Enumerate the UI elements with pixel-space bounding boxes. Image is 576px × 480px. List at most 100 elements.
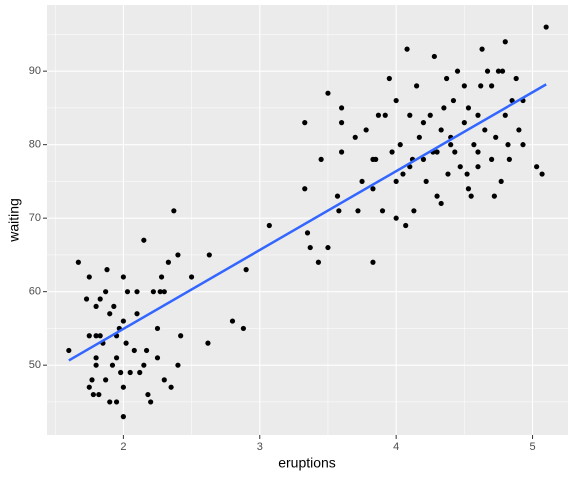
point <box>441 105 447 111</box>
point <box>141 237 147 243</box>
point <box>157 289 163 295</box>
point <box>315 259 322 265</box>
x-tick-label: 4 <box>393 441 399 453</box>
point <box>543 24 549 30</box>
point <box>134 289 140 295</box>
point <box>393 178 399 185</box>
point <box>393 97 399 104</box>
point <box>475 149 481 155</box>
point <box>352 134 358 140</box>
point <box>434 193 440 199</box>
point <box>438 200 444 207</box>
point <box>86 333 92 339</box>
point <box>450 97 457 104</box>
point <box>498 178 504 185</box>
point <box>465 105 472 111</box>
fit-line <box>68 83 547 362</box>
point <box>389 149 395 155</box>
x-tick-label: 3 <box>257 441 263 453</box>
point <box>407 112 413 118</box>
point <box>370 259 376 265</box>
point <box>338 149 345 155</box>
point <box>502 112 508 118</box>
point <box>141 362 147 368</box>
point <box>75 259 81 265</box>
point <box>229 318 236 324</box>
point <box>137 369 143 376</box>
point <box>93 362 99 368</box>
point <box>438 127 444 133</box>
point <box>448 142 454 148</box>
point <box>489 156 495 162</box>
point <box>93 333 99 339</box>
point <box>431 53 437 60</box>
y-tick-label: 60 <box>29 286 41 298</box>
point <box>118 369 124 376</box>
point <box>143 347 150 354</box>
point <box>318 156 324 162</box>
point <box>427 112 433 118</box>
point <box>205 340 211 346</box>
point <box>457 164 463 170</box>
y-axis-title: waiting <box>6 198 22 243</box>
point <box>493 134 499 140</box>
point <box>154 325 161 332</box>
point <box>471 142 477 148</box>
point <box>355 208 361 214</box>
point <box>479 46 485 52</box>
point <box>154 355 161 361</box>
point <box>124 289 131 295</box>
point <box>90 391 96 398</box>
point <box>175 252 181 258</box>
point <box>307 244 313 251</box>
point <box>464 171 470 177</box>
point <box>175 362 181 368</box>
point <box>120 318 126 324</box>
point <box>423 178 429 185</box>
point <box>338 105 345 111</box>
point <box>434 149 440 155</box>
point <box>403 222 409 229</box>
point <box>150 289 156 295</box>
point <box>516 127 522 133</box>
point <box>66 347 72 354</box>
point <box>539 171 545 177</box>
x-tick-label: 5 <box>529 441 535 453</box>
point <box>444 75 450 82</box>
point <box>509 97 515 104</box>
point <box>495 68 502 74</box>
point <box>103 289 109 295</box>
point <box>445 171 451 177</box>
point <box>393 215 399 221</box>
point <box>475 112 481 118</box>
point <box>505 142 511 148</box>
point <box>334 193 341 199</box>
point <box>416 134 422 140</box>
point <box>461 120 467 126</box>
point <box>127 369 133 376</box>
point <box>452 149 458 155</box>
point <box>104 267 110 273</box>
point <box>397 142 403 148</box>
point <box>336 208 342 214</box>
point <box>83 296 90 302</box>
point <box>338 120 345 126</box>
y-tick-label: 70 <box>29 212 41 224</box>
point <box>502 39 508 45</box>
y-tick-label: 80 <box>29 139 41 151</box>
x-axis-title: eruptions <box>278 455 336 471</box>
point <box>411 208 417 214</box>
point <box>158 274 165 280</box>
point <box>120 274 126 280</box>
point <box>93 355 99 361</box>
point <box>97 296 103 302</box>
point <box>513 75 519 82</box>
x-tick-label: 2 <box>120 441 126 453</box>
point <box>113 399 120 405</box>
point <box>240 325 246 332</box>
panel <box>47 5 568 435</box>
point <box>109 362 116 368</box>
point <box>188 274 195 280</box>
point <box>534 164 540 170</box>
point <box>491 193 497 199</box>
